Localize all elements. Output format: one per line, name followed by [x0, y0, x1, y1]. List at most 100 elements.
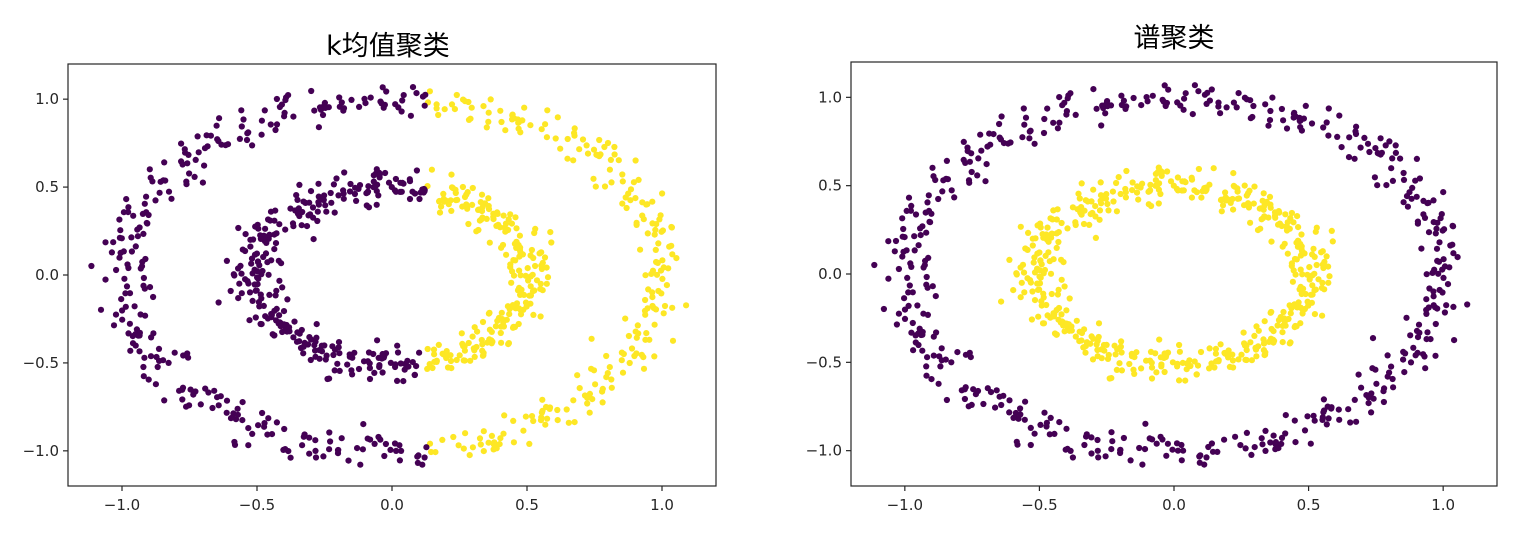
spectral-data-point: [1271, 337, 1278, 345]
spectral-data-point: [1388, 165, 1395, 172]
kmeans-data-point: [230, 271, 237, 278]
kmeans-data-point: [194, 133, 201, 140]
kmeans-data-point: [448, 207, 455, 214]
kmeans-data-point: [304, 341, 312, 348]
spectral-data-point: [1134, 183, 1141, 190]
kmeans-data-point: [117, 249, 124, 256]
spectral-data-point: [1148, 364, 1156, 371]
spectral-data-point: [1069, 454, 1076, 461]
spectral-data-point: [943, 396, 951, 404]
spectral-data-point: [1409, 184, 1416, 191]
kmeans-data-point: [633, 221, 640, 228]
spectral-title: 谱聚类: [1134, 23, 1215, 54]
spectral-data-point: [1040, 129, 1048, 137]
kmeans-data-point: [257, 235, 264, 242]
kmeans-data-point: [498, 118, 505, 126]
kmeans-data-point: [639, 212, 646, 219]
kmeans-data-point: [395, 104, 402, 111]
spectral-data-point: [1221, 436, 1228, 443]
spectral-data-point: [1077, 209, 1084, 216]
spectral-data-point: [1058, 276, 1065, 283]
spectral-data-point: [1389, 177, 1396, 184]
kmeans-data-point: [510, 257, 517, 264]
kmeans-data-point: [543, 134, 551, 141]
kmeans-data-point: [353, 197, 360, 204]
kmeans-data-point: [399, 97, 406, 104]
kmeans-data-point: [266, 231, 273, 238]
kmeans-data-point: [312, 437, 319, 444]
spectral-data-point: [1203, 454, 1210, 461]
spectral-data-point: [1060, 259, 1067, 266]
spectral-data-point: [1300, 285, 1307, 292]
spectral-data-point: [1223, 104, 1230, 111]
kmeans-data-point: [184, 350, 191, 357]
kmeans-data-point: [235, 295, 242, 302]
kmeans-data-point: [156, 189, 163, 196]
spectral-data-point: [1242, 356, 1249, 363]
spectral-data-point: [1450, 250, 1457, 257]
kmeans-data-point: [279, 284, 286, 291]
spectral-data-point: [1336, 112, 1343, 119]
kmeans-data-point: [564, 135, 571, 143]
kmeans-data-point: [498, 339, 505, 346]
kmeans-data-point: [263, 239, 270, 246]
spectral-data-point: [970, 386, 977, 393]
kmeans-data-point: [227, 415, 235, 422]
spectral-data-point: [1095, 320, 1103, 327]
kmeans-data-point: [141, 200, 148, 207]
kmeans-data-point: [576, 146, 583, 153]
kmeans-data-point: [191, 173, 198, 180]
kmeans-data-point: [126, 320, 133, 327]
spectral-data-point: [1136, 444, 1143, 452]
spectral-data-point: [939, 188, 946, 195]
kmeans-data-point: [287, 205, 294, 212]
spectral-data-point: [1291, 255, 1299, 263]
spectral-data-point: [1280, 308, 1287, 316]
spectral-data-point: [1176, 341, 1183, 349]
kmeans-y-tick-label: 0.5: [35, 178, 59, 196]
spectral-data-point: [1384, 352, 1391, 359]
spectral-data-point: [1371, 174, 1378, 181]
spectral-data-point: [1214, 448, 1221, 455]
spectral-data-point: [1302, 102, 1309, 109]
kmeans-data-point: [543, 264, 550, 271]
spectral-points: [871, 82, 1471, 468]
spectral-data-point: [980, 400, 987, 408]
kmeans-data-point: [227, 287, 234, 295]
kmeans-data-point: [108, 249, 115, 256]
spectral-data-point: [1054, 206, 1061, 213]
spectral-data-point: [1118, 349, 1125, 356]
kmeans-data-point: [300, 198, 307, 205]
spectral-data-point: [1267, 309, 1274, 316]
spectral-data-point: [1021, 121, 1028, 128]
kmeans-data-point: [136, 224, 143, 231]
spectral-data-point: [1103, 341, 1110, 348]
spectral-data-point: [935, 195, 942, 203]
kmeans-data-point: [658, 228, 665, 235]
spectral-data-point: [1311, 270, 1318, 277]
kmeans-data-point: [119, 316, 126, 323]
spectral-data-point: [1090, 335, 1097, 342]
kmeans-data-point: [379, 84, 386, 91]
kmeans-data-point: [554, 114, 561, 121]
kmeans-data-point: [424, 345, 431, 353]
spectral-data-point: [1206, 345, 1213, 352]
spectral-data-point: [1035, 313, 1042, 320]
kmeans-data-point: [160, 357, 167, 364]
spectral-data-point: [1383, 182, 1390, 189]
kmeans-data-point: [483, 215, 490, 222]
spectral-data-point: [1307, 291, 1315, 298]
spectral-data-point: [924, 354, 931, 361]
kmeans-data-point: [297, 344, 305, 352]
spectral-data-point: [1270, 432, 1277, 439]
kmeans-data-point: [248, 255, 256, 262]
spectral-data-point: [1056, 94, 1063, 101]
spectral-data-point: [1158, 363, 1165, 370]
spectral-data-point: [1246, 187, 1253, 194]
spectral-data-point: [905, 302, 912, 309]
kmeans-data-point: [590, 175, 597, 182]
kmeans-data-point: [116, 254, 123, 261]
spectral-data-point: [1017, 411, 1024, 418]
spectral-data-point: [1390, 384, 1397, 391]
spectral-data-point: [1368, 390, 1375, 397]
